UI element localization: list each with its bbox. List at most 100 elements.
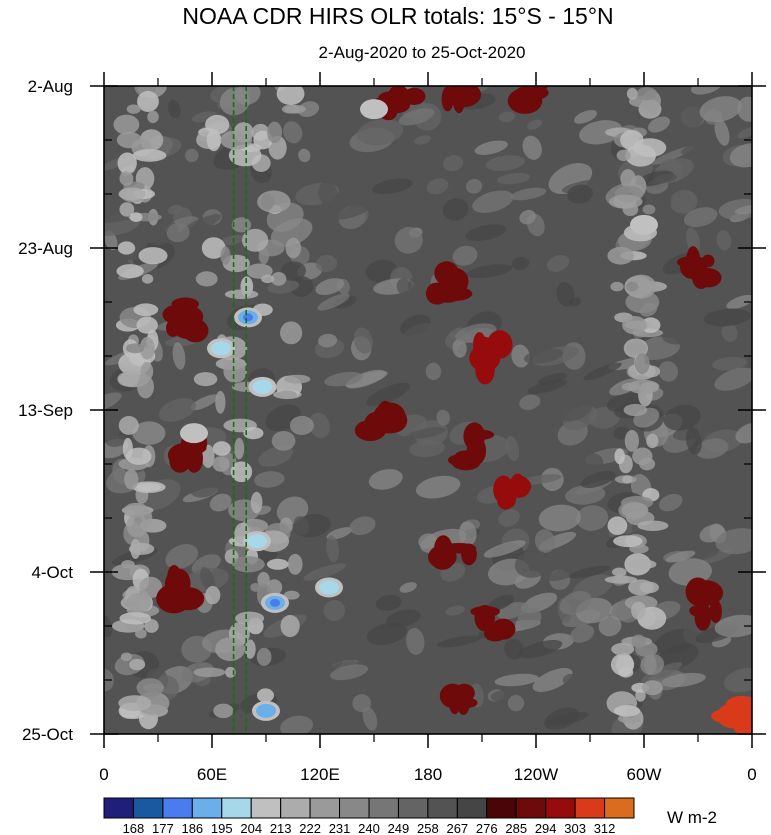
low-olr-cell xyxy=(369,105,379,114)
convective-patch xyxy=(284,374,311,384)
olr-patch xyxy=(184,148,199,163)
convective-patch xyxy=(136,678,164,698)
convective-patch xyxy=(124,469,139,490)
olr-patch xyxy=(349,516,376,536)
olr-patch xyxy=(165,544,199,570)
convective-patch xyxy=(626,87,638,100)
olr-patch xyxy=(399,582,417,593)
olr-patch xyxy=(452,338,467,358)
olr-patch xyxy=(371,178,413,195)
olr-patch xyxy=(398,108,435,126)
olr-patch xyxy=(703,308,751,327)
olr-patch xyxy=(254,471,285,488)
convective-patch xyxy=(213,703,234,719)
convective-patch xyxy=(639,581,659,594)
high-olr-region xyxy=(530,86,552,88)
colorbar-swatch xyxy=(486,797,517,819)
convective-patch xyxy=(126,592,152,613)
olr-patch xyxy=(330,664,369,681)
olr-patch xyxy=(557,398,593,422)
olr-patch xyxy=(714,268,752,290)
high-olr-region xyxy=(453,683,475,703)
convective-patch xyxy=(206,128,221,152)
convective-patch xyxy=(614,448,625,465)
olr-patch xyxy=(465,178,483,194)
olr-patch xyxy=(522,135,542,160)
olr-patch xyxy=(588,310,602,325)
convective-patch xyxy=(137,375,154,399)
convective-patch xyxy=(129,212,143,223)
olr-patch xyxy=(483,540,526,558)
olr-patch xyxy=(588,406,621,429)
colorbar-label: 249 xyxy=(388,821,410,835)
olr-patch xyxy=(517,640,563,659)
high-olr-region xyxy=(441,93,460,105)
high-olr-region xyxy=(433,557,453,570)
convective-patch xyxy=(622,475,633,484)
convective-patch xyxy=(119,171,134,186)
olr-patch xyxy=(680,140,713,155)
olr-patch xyxy=(326,535,340,563)
convective-patch xyxy=(141,273,154,284)
convective-patch xyxy=(220,130,252,150)
convective-patch xyxy=(628,379,660,394)
colorbar-label: 222 xyxy=(299,821,321,835)
olr-patch xyxy=(283,121,303,144)
convective-patch xyxy=(611,567,627,577)
high-olr-region xyxy=(473,332,486,357)
convective-patch xyxy=(133,303,159,317)
olr-patch xyxy=(519,474,562,485)
olr-patch xyxy=(425,362,442,381)
olr-patch xyxy=(394,226,423,254)
olr-patch xyxy=(663,404,701,431)
olr-patch xyxy=(379,150,394,177)
convective-patch xyxy=(205,586,221,605)
olr-patch xyxy=(726,294,752,310)
olr-patch xyxy=(537,373,568,386)
olr-patch xyxy=(104,95,132,123)
convective-patch xyxy=(620,169,636,189)
olr-patch xyxy=(209,493,232,512)
olr-patch xyxy=(270,218,313,247)
convective-patch xyxy=(626,341,647,356)
colorbar-swatch xyxy=(250,797,282,819)
convective-patch xyxy=(284,104,306,114)
convective-patch xyxy=(130,538,141,559)
colorbar-swatch xyxy=(574,797,606,819)
colorbar-label: 213 xyxy=(270,821,292,835)
olr-patch xyxy=(685,227,701,254)
convective-patch xyxy=(280,321,303,345)
olr-patch xyxy=(442,198,469,221)
olr-patch xyxy=(303,563,347,581)
olr-patch xyxy=(172,342,186,370)
convective-patch xyxy=(646,433,659,449)
chart-title: NOAA CDR HIRS OLR totals: 15°S - 15°N xyxy=(182,3,613,29)
convective-patch xyxy=(215,637,246,661)
convective-patch xyxy=(121,559,135,569)
low-olr-cell xyxy=(252,537,262,546)
olr-patch xyxy=(538,504,582,532)
x-tick-label: 60E xyxy=(197,765,227,784)
x-tick-label: 180 xyxy=(414,765,442,784)
olr-patch xyxy=(716,230,732,251)
convective-patch xyxy=(642,680,663,696)
olr-patch xyxy=(583,362,622,381)
olr-patch xyxy=(297,101,320,118)
olr-patch xyxy=(436,409,450,426)
olr-patch xyxy=(298,148,311,163)
convective-patch xyxy=(607,516,628,536)
olr-patch xyxy=(498,509,521,527)
colorbar-label: 267 xyxy=(446,821,468,835)
convective-patch xyxy=(620,130,644,150)
convective-patch xyxy=(147,110,159,124)
high-olr-region xyxy=(694,268,722,288)
olr-patch xyxy=(523,348,563,364)
olr-patch xyxy=(323,600,346,622)
olr-patch xyxy=(659,88,694,115)
plot-area xyxy=(104,86,752,734)
low-olr-cell xyxy=(243,313,253,322)
olr-patch xyxy=(442,155,464,172)
olr-patch xyxy=(547,562,589,582)
olr-patch xyxy=(714,118,730,146)
